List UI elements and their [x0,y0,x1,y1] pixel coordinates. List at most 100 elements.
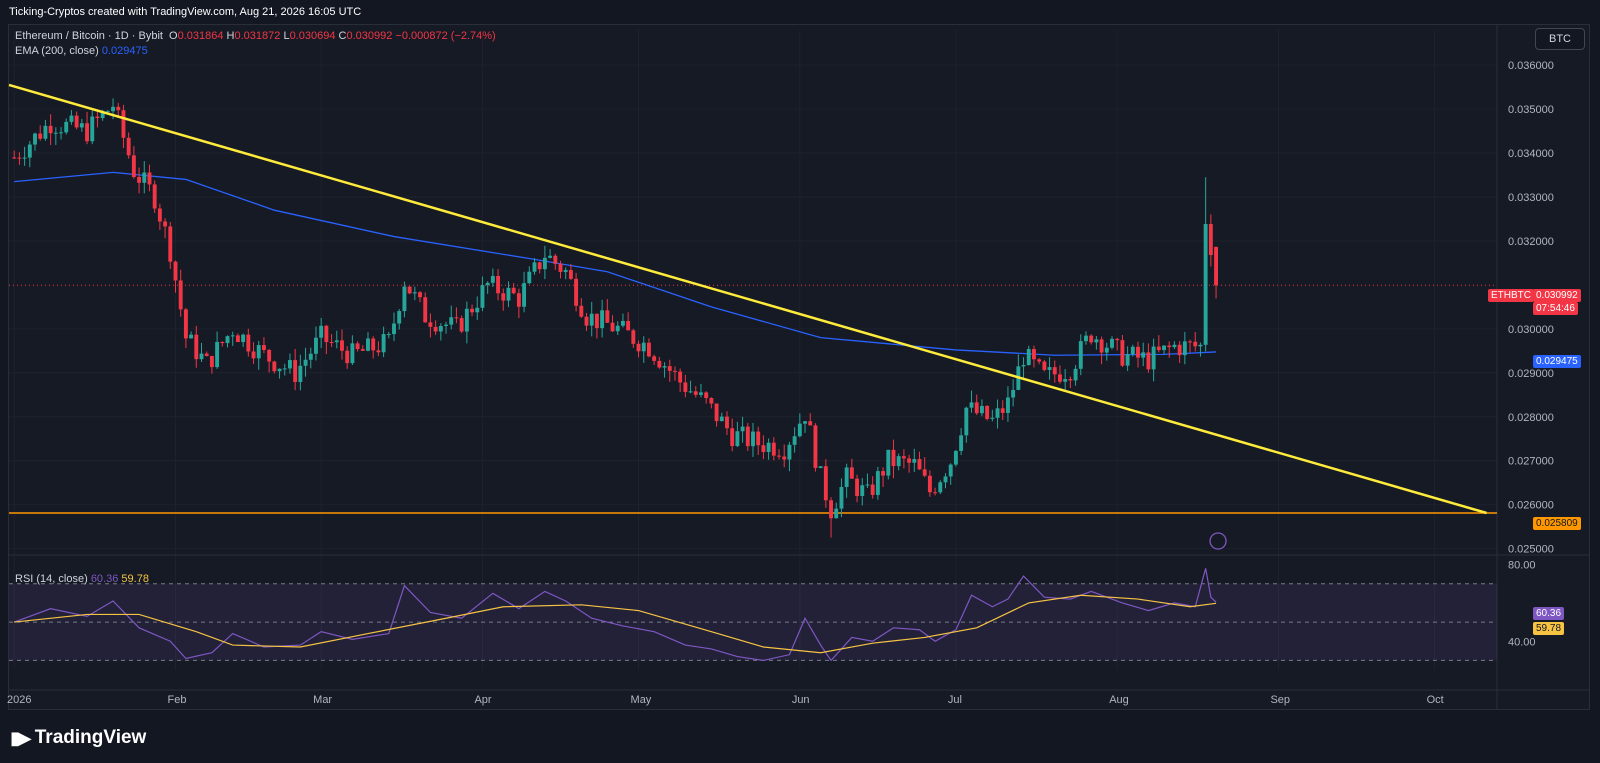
header-title: Ticking-Cryptos created with TradingView… [9,6,362,18]
tradingview-logo[interactable]: ▮▶ TradingView [10,727,146,749]
candle-body [1120,340,1125,366]
ema-legend-value: 0.029475 [101,45,148,57]
symbol-badge: ETHBTC [1488,289,1534,302]
candle-body [542,257,547,270]
tradingview-logo-icon: ▮▶ [10,727,32,748]
y-tick-label: 0.026000 [1508,500,1554,512]
legend-open-label: O [169,30,178,42]
candle-body [646,342,651,357]
ema-legend-label: EMA (200, close) [15,45,99,57]
candle-body [964,407,969,436]
candle-body [740,426,745,432]
candle-body [875,471,880,495]
candle-body [673,370,677,372]
candle-body [298,365,303,382]
candle-body [1208,224,1213,256]
rsi-legend[interactable]: RSI (14, close) 60.36 59.78 [15,573,149,585]
candle-body [324,325,329,343]
candle-body [636,343,641,352]
chart-svg[interactable]: 0.036000 0.035000 0.034000 0.033000 0.032000… [0,0,1600,710]
candle-body [709,398,714,404]
candle-body [1151,346,1156,370]
candle-body [1084,335,1088,342]
candle-body [808,421,813,426]
candle-body [1214,246,1218,286]
candle-body [782,456,787,460]
candle-body [412,292,417,294]
candle-body [943,476,948,483]
candle-body [267,349,272,362]
candle-body [584,316,589,326]
legend-close-value: 0.030992 [346,30,393,42]
ema-line [14,171,1217,356]
candle-body [355,343,360,350]
x-tick-label: May [631,694,652,706]
candle-body [771,442,776,456]
rsi-legend-value: 60.36 [90,573,119,585]
candle-body [589,313,594,326]
candle-body [59,132,63,134]
rsi-value-badge: 60.36 [1533,607,1565,620]
candle-body [319,325,324,338]
candle-body [261,345,266,350]
candle-body [407,286,412,294]
candle-body [844,467,849,487]
candle-body [1110,338,1114,348]
candle-body [1141,352,1146,358]
candle-body [745,426,750,447]
candle-body [610,322,615,332]
candle-body [402,286,407,312]
x-tick-label: 2026 [7,694,31,706]
candle-body [532,262,537,272]
candle-body [751,431,755,447]
candle-body [12,157,17,159]
candle-body [90,116,95,142]
candle-body [886,449,891,476]
candle-body [834,508,839,519]
candle-body [48,125,53,134]
candle-body [881,471,886,476]
candle-body [157,208,162,222]
candle-body [620,320,625,326]
candle-body [553,255,558,264]
candle-body [693,391,698,395]
candle-body [194,334,199,360]
y-tick-label: 0.025000 [1508,544,1554,556]
candle-body [1047,367,1052,370]
candle-body [334,340,339,343]
candle-body [53,132,58,134]
y-tick-label: 0.033000 [1508,192,1554,204]
candle-body [314,337,318,354]
x-tick-label: Apr [474,694,491,706]
candle-body [974,402,979,414]
candle-body [397,311,402,324]
candle-body [163,221,168,227]
chart-panel[interactable] [8,24,1590,710]
currency-button[interactable]: BTC [1535,28,1585,50]
candle-body [1000,408,1005,413]
candle-body [527,271,532,284]
candle-body [74,115,79,128]
candle-body [699,392,703,395]
ema-legend[interactable]: EMA (200, close) 0.029475 [15,45,148,57]
candle-body [860,485,865,497]
candle-body [475,307,480,313]
candle-body [683,382,688,392]
y-tick-label: 0.029000 [1508,368,1554,380]
candle-body [1156,346,1161,351]
candle-body [865,484,870,486]
candle-body [1136,346,1140,358]
candle-body [168,226,173,262]
candle-body [105,111,110,113]
candle-body [209,356,214,368]
candle-body [1021,364,1026,367]
candle-body [246,334,251,352]
candle-body [537,262,542,270]
candle-body [1172,344,1177,348]
candle-body [303,359,308,366]
candle-body [173,261,178,281]
legend-open-value: 0.031864 [177,30,224,42]
x-tick-label: Feb [167,694,186,706]
candle-body [704,392,709,399]
candle-body [189,334,194,339]
